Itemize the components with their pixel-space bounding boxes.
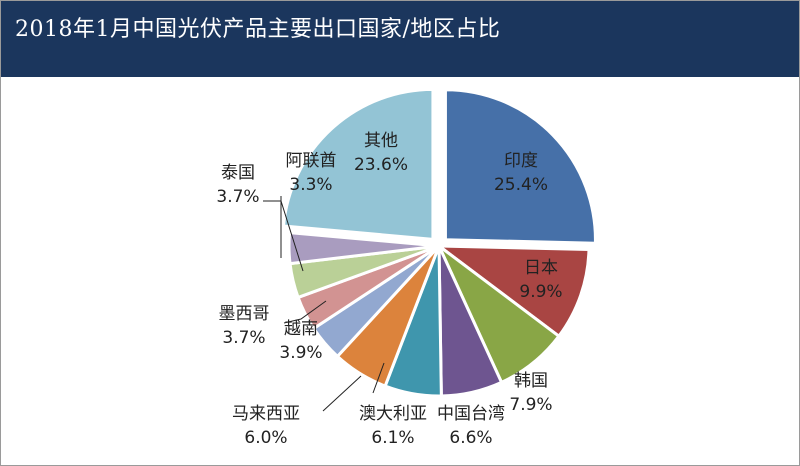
slice-label: 澳大利亚 — [359, 404, 427, 424]
slice-label: 马来西亚 — [232, 404, 300, 424]
slice-value-label: 23.6% — [354, 155, 408, 175]
slice-label: 阿联酋 — [286, 151, 337, 171]
pie-slice-10 — [287, 230, 440, 266]
slice-value-label: 6.1% — [371, 428, 414, 448]
slice-label: 墨西哥 — [219, 304, 270, 324]
slice-label: 印度 — [504, 151, 538, 171]
slice-label: 韩国 — [514, 371, 548, 391]
chart-title: 2018年1月中国光伏产品主要出口国家/地区占比 — [15, 17, 501, 42]
slice-value-label: 7.9% — [509, 395, 552, 415]
slice-label: 其他 — [364, 131, 398, 151]
slice-value-label: 6.6% — [449, 428, 492, 448]
slice-value-label: 3.7% — [216, 187, 259, 207]
slice-value-label: 6.0% — [244, 428, 287, 448]
slice-label: 日本 — [524, 258, 558, 278]
leader-line — [322, 375, 362, 412]
leader-line — [372, 362, 385, 394]
slice-label: 越南 — [284, 319, 318, 339]
slice-value-label: 3.3% — [289, 175, 332, 195]
slice-value-label: 3.9% — [279, 343, 322, 363]
pie-slice-1 — [443, 88, 597, 245]
slice-value-label: 25.4% — [494, 175, 548, 195]
title-bar: 2018年1月中国光伏产品主要出口国家/地区占比 — [1, 1, 799, 77]
slice-value-label: 3.7% — [222, 328, 265, 348]
pie-slice-11 — [281, 87, 435, 241]
slice-value-label: 9.9% — [519, 282, 562, 302]
pie-slice-2 — [434, 244, 591, 339]
slice-label: 泰国 — [221, 163, 255, 183]
slice-label: 中国台湾 — [437, 404, 505, 424]
leader-line — [283, 300, 327, 324]
